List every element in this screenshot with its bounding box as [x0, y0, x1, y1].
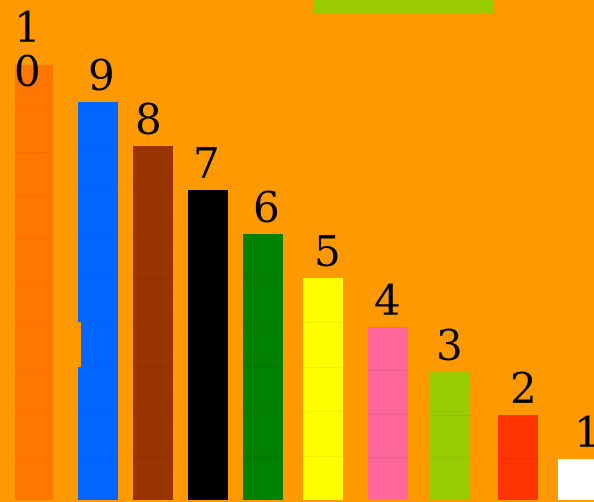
held-rod[interactable] [314, 0, 494, 13]
rod-segment-line [188, 323, 228, 324]
rod-10[interactable] [15, 65, 53, 500]
rod-segment-line [243, 456, 283, 457]
rod-segment-line [133, 323, 173, 324]
rod-segment-line [188, 279, 228, 280]
rod-label-2: 2 [510, 364, 537, 413]
rod-segment-line [15, 326, 53, 327]
rod-9-gap [78, 322, 81, 367]
rod-segment-line [15, 109, 53, 110]
rod-segment-line [188, 234, 228, 235]
rod-segment-line [15, 196, 53, 197]
rod-segment-line [133, 456, 173, 457]
rod-segment-line [303, 411, 343, 412]
rod-segment-line [430, 457, 470, 458]
rod-segment-line [78, 367, 118, 368]
rod-segment-line [368, 457, 408, 458]
rod-segment-line [133, 367, 173, 368]
rod-segment-line [78, 412, 118, 413]
rod-segment-line [303, 322, 343, 323]
rod-segment-line [498, 458, 538, 459]
rod-9[interactable] [78, 102, 118, 500]
rod-segment-line [188, 411, 228, 412]
rod-segment-line [430, 415, 470, 416]
rod-3[interactable] [430, 372, 470, 500]
rod-segment-line [243, 278, 283, 279]
rod-segment-line [368, 370, 408, 371]
rod-segment-line [15, 283, 53, 284]
rod-6[interactable] [243, 234, 283, 500]
rod-segment-line [15, 370, 53, 371]
rod-segment-line [243, 411, 283, 412]
rod-label-3: 3 [436, 321, 463, 370]
rod-label-9: 9 [88, 51, 115, 100]
rod-segment-line [133, 412, 173, 413]
rod-8[interactable] [133, 146, 173, 500]
rod-segment-line [78, 190, 118, 191]
rod-label-4: 4 [374, 276, 401, 325]
rod-segment-line [303, 367, 343, 368]
rod-segment-line [78, 323, 118, 324]
rod-segment-line [15, 457, 53, 458]
rod-label-5: 5 [314, 227, 341, 276]
rod-segment-line [78, 235, 118, 236]
rod-segment-line [303, 456, 343, 457]
rod-segment-line [243, 323, 283, 324]
rod-label-10: 1 0 [14, 3, 41, 96]
rod-segment-line [78, 146, 118, 147]
rod-label-7: 7 [193, 139, 220, 188]
rod-segment-line [15, 152, 53, 153]
rod-segment-line [133, 190, 173, 191]
rod-segment-line [15, 239, 53, 240]
rod-segment-line [243, 367, 283, 368]
rod-5[interactable] [303, 278, 343, 500]
rod-7[interactable] [188, 190, 228, 500]
rod-segment-line [133, 279, 173, 280]
rod-label-1: 1 [574, 408, 594, 457]
rod-segment-line [78, 279, 118, 280]
rod-2[interactable] [498, 415, 538, 500]
rod-4[interactable] [368, 327, 408, 500]
rod-segment-line [15, 413, 53, 414]
rod-segment-line [78, 456, 118, 457]
rod-segment-line [188, 456, 228, 457]
rod-segment-line [188, 367, 228, 368]
rod-segment-line [368, 414, 408, 415]
rod-label-6: 6 [253, 183, 280, 232]
rod-segment-line [133, 235, 173, 236]
rod-label-8: 8 [135, 95, 162, 144]
rod-1[interactable] [558, 459, 594, 500]
